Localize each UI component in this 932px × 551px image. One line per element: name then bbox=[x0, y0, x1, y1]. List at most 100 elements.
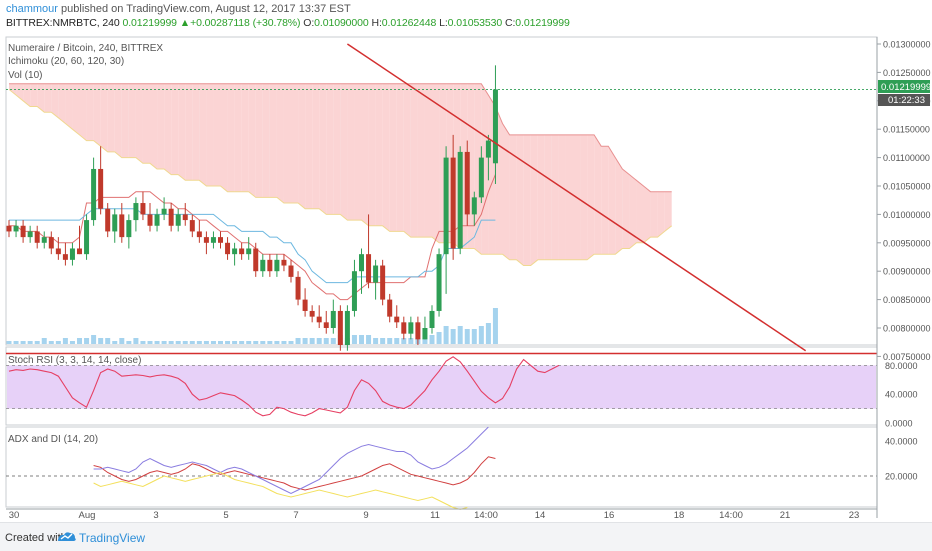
candle-body bbox=[239, 248, 245, 255]
volume-bar bbox=[69, 341, 75, 344]
candle-body bbox=[182, 214, 188, 221]
time-tick-label: 5 bbox=[223, 510, 228, 521]
volume-bar bbox=[126, 341, 132, 344]
low-value: 0.01053530 bbox=[447, 17, 503, 29]
price-tick-label: 0.01000000 bbox=[883, 210, 931, 220]
price-tick-label: 0.00950000 bbox=[883, 238, 931, 248]
trend-line bbox=[346, 43, 807, 352]
volume-bar bbox=[147, 341, 153, 344]
volume-bar bbox=[84, 338, 90, 344]
volume-bar bbox=[246, 341, 252, 344]
chart-labels: Numeraire / Bitcoin, 240, BITTREX Ichimo… bbox=[8, 43, 931, 445]
volume-bar bbox=[168, 341, 174, 344]
tradingview-logo-icon[interactable] bbox=[56, 529, 78, 543]
candle-body bbox=[267, 259, 273, 272]
cloud-segment bbox=[657, 191, 665, 238]
cloud-segment bbox=[171, 83, 179, 175]
volume-bar bbox=[112, 341, 118, 344]
time-tick-label: 30 bbox=[9, 510, 20, 521]
volume-bar bbox=[62, 338, 68, 344]
volume-bar bbox=[394, 338, 400, 344]
volume-bar bbox=[478, 326, 484, 344]
volume-bar bbox=[267, 341, 273, 344]
candle-body bbox=[274, 259, 280, 272]
senkou-span-a bbox=[8, 89, 673, 266]
candle-body bbox=[189, 220, 195, 232]
cloud-segment bbox=[319, 83, 327, 215]
cloud-segment bbox=[608, 146, 616, 255]
candle-body bbox=[288, 265, 294, 277]
last-price: 0.01219999 bbox=[122, 17, 177, 29]
cloud-segment bbox=[269, 83, 277, 198]
cloud-segment bbox=[340, 83, 348, 221]
stoch-k-line bbox=[8, 356, 560, 417]
candle-body bbox=[344, 310, 350, 346]
candle-body bbox=[77, 248, 82, 255]
candle-body bbox=[232, 248, 238, 255]
price-tick-label: 0.00800000 bbox=[883, 324, 931, 334]
cloud-segment bbox=[128, 83, 136, 158]
cloud-segment bbox=[601, 146, 609, 255]
cloud-segment bbox=[164, 83, 172, 175]
candle-body bbox=[98, 168, 104, 209]
price-tick-label: 0.00850000 bbox=[883, 295, 931, 305]
candle-body bbox=[436, 254, 442, 311]
volume-bar bbox=[203, 341, 209, 344]
volume-bar bbox=[387, 338, 393, 344]
candle-body bbox=[203, 237, 209, 243]
cloud-segment bbox=[86, 83, 94, 141]
adx-tick-label: 20.0000 bbox=[885, 472, 918, 482]
cloud-segment bbox=[565, 134, 573, 260]
cloud-segment bbox=[150, 83, 158, 169]
trading-chart[interactable]: 0.013000000.012500000.012000000.01150000… bbox=[0, 0, 932, 522]
cloud-segment bbox=[248, 83, 256, 198]
price-tick-label: 0.00750000 bbox=[883, 352, 931, 362]
cloud-segment bbox=[107, 83, 115, 152]
volume-bar bbox=[175, 341, 181, 344]
up-arrow-icon: ▲ bbox=[179, 17, 191, 29]
cloud-segment bbox=[650, 191, 658, 238]
time-tick-label: 18 bbox=[674, 510, 685, 521]
volume-bar bbox=[98, 338, 104, 344]
volume-bar bbox=[351, 335, 357, 344]
volume-bar bbox=[41, 338, 47, 344]
kijun-line bbox=[9, 208, 496, 284]
candle-body bbox=[218, 237, 223, 243]
candle-body bbox=[323, 322, 329, 328]
candle-body bbox=[175, 214, 181, 226]
price-tick-label: 0.01150000 bbox=[883, 125, 930, 135]
cloud-segment bbox=[157, 83, 165, 169]
author-link[interactable]: chammour bbox=[6, 3, 58, 15]
candle-body bbox=[126, 220, 132, 238]
cloud-segment bbox=[291, 83, 299, 204]
cloud-segment bbox=[9, 83, 17, 96]
volume-bar bbox=[34, 341, 40, 344]
volume-bar bbox=[457, 326, 463, 344]
volume-bar bbox=[91, 335, 97, 344]
volume-bar bbox=[260, 341, 266, 344]
stoch-rsi-pane bbox=[6, 356, 877, 417]
cloud-segment bbox=[368, 83, 376, 226]
volume-bar bbox=[492, 308, 498, 344]
candle-body bbox=[302, 299, 308, 311]
volume-bar bbox=[302, 338, 308, 344]
tradingview-brand[interactable]: TradingView bbox=[79, 531, 146, 545]
volume-bar bbox=[253, 341, 259, 344]
candle-body bbox=[210, 237, 216, 243]
candle-body bbox=[351, 271, 357, 311]
cloud-segment bbox=[523, 134, 531, 266]
stoch-band bbox=[7, 365, 876, 409]
cloud-segment bbox=[178, 83, 186, 181]
candle-body bbox=[62, 254, 68, 260]
adx-tick-label: 40.0000 bbox=[885, 437, 918, 447]
candle-body bbox=[140, 203, 146, 215]
volume-bar bbox=[225, 341, 231, 344]
candle-body bbox=[154, 214, 160, 226]
candle-body bbox=[330, 310, 336, 328]
candle-body bbox=[105, 208, 111, 232]
volume-bar bbox=[316, 338, 322, 344]
cloud-segment bbox=[347, 83, 355, 221]
published-text: published on TradingView.com, August 12,… bbox=[61, 3, 351, 15]
cloud-segment bbox=[283, 83, 291, 204]
candle-body bbox=[55, 248, 61, 255]
